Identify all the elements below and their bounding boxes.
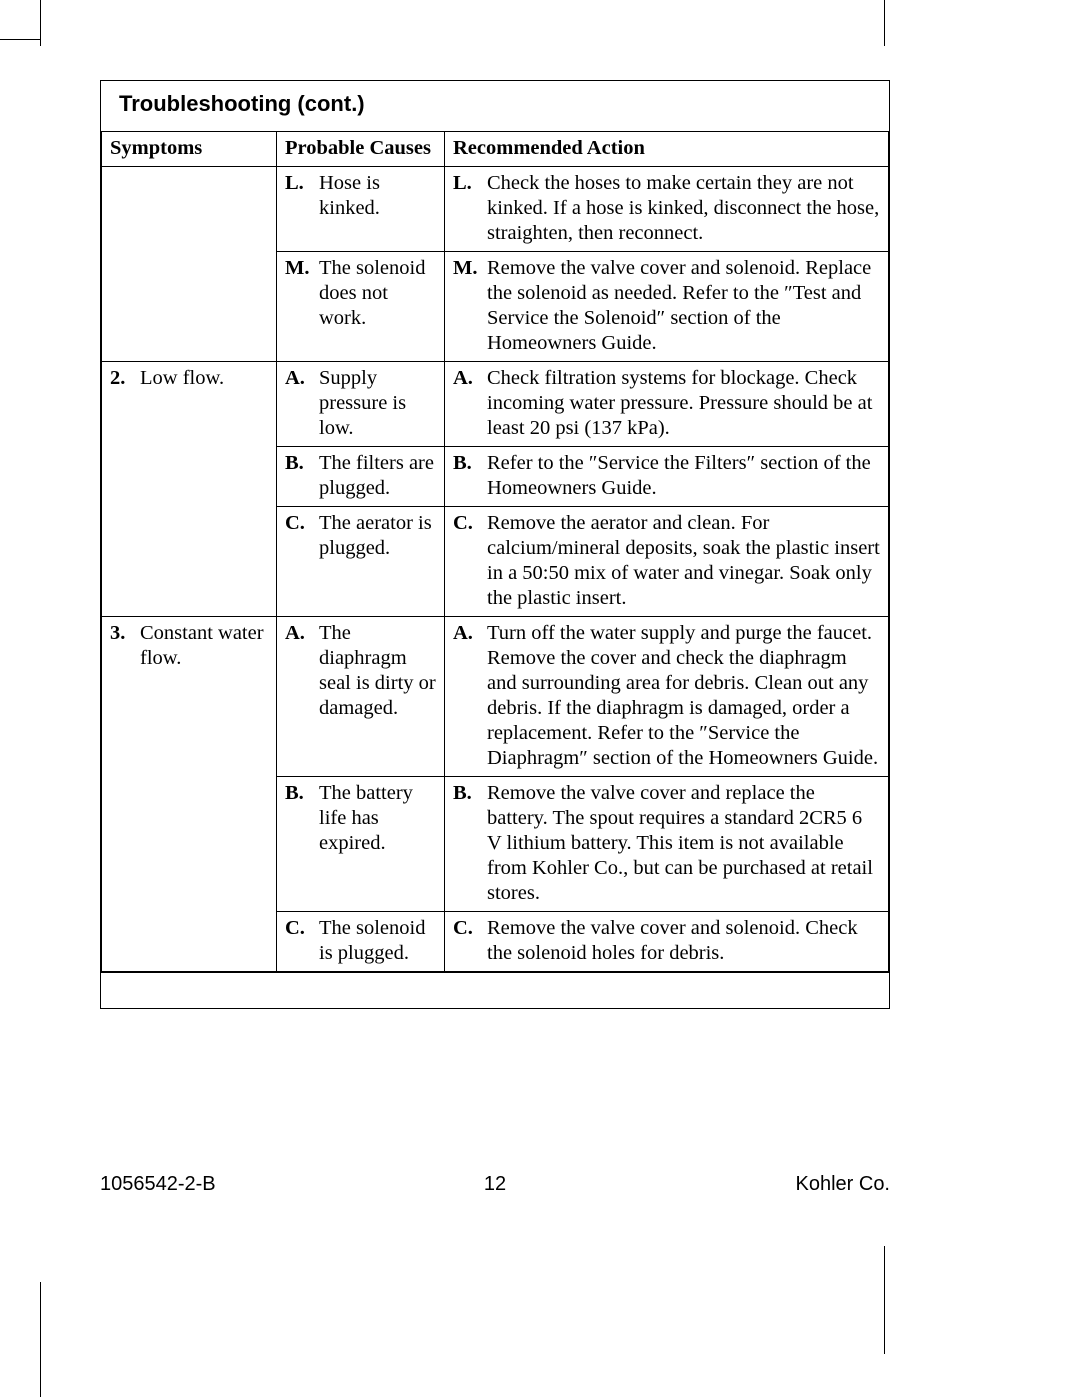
action-cell: C.Remove the valve cover and solenoid. C… [445,912,889,972]
symptom-cell [102,167,277,362]
action-marker: B. [453,781,479,906]
cause-text: Supply pressure is low. [319,366,436,441]
cause-marker: A. [285,366,311,441]
section-title: Troubleshooting (cont.) [101,81,889,131]
cause-text: The solenoid is plugged. [319,916,436,966]
action-marker: M. [453,256,479,356]
cause-marker: L. [285,171,311,221]
crop-mark [40,0,41,46]
cause-marker: M. [285,256,311,331]
action-text: Check filtration systems for blockage. C… [487,366,880,441]
action-cell: L.Check the hoses to make certain they a… [445,167,889,252]
cause-cell: A.Supply pressure is low. [277,362,445,447]
cause-text: The battery life has expired. [319,781,436,856]
table-bottom-spacer [101,972,889,1008]
table-row: L.Hose is kinked.L.Check the hoses to ma… [102,167,889,252]
action-text: Check the hoses to make certain they are… [487,171,880,246]
header-action: Recommended Action [445,132,889,167]
symptom-marker: 3. [110,621,128,671]
cause-marker: C. [285,916,311,966]
symptom-cell: 3.Constant water flow. [102,617,277,972]
cause-text: The solenoid does not work. [319,256,436,331]
action-marker: C. [453,916,479,966]
cause-text: The diaphragm seal is dirty or damaged. [319,621,436,721]
troubleshooting-table: Symptoms Probable Causes Recommended Act… [101,131,889,972]
action-cell: B.Remove the valve cover and replace the… [445,777,889,912]
symptom-marker: 2. [110,366,128,391]
cause-cell: B.The filters are plugged. [277,447,445,507]
page-footer: 1056542-2-B 12 Kohler Co. [100,1173,890,1196]
cause-text: Hose is kinked. [319,171,436,221]
action-text: Remove the valve cover and solenoid. Che… [487,916,880,966]
action-marker: A. [453,621,479,771]
crop-mark [884,1246,885,1354]
action-text: Remove the valve cover and solenoid. Rep… [487,256,880,356]
header-symptoms: Symptoms [102,132,277,167]
action-marker: C. [453,511,479,611]
action-cell: B.Refer to the ″Service the Filters″ sec… [445,447,889,507]
cause-marker: B. [285,781,311,856]
table-row: 2.Low flow.A.Supply pressure is low.A.Ch… [102,362,889,447]
header-causes: Probable Causes [277,132,445,167]
cause-text: The filters are plugged. [319,451,436,501]
cause-text: The aerator is plugged. [319,511,436,561]
symptom-cell: 2. Low flow. [102,362,277,617]
cause-marker: B. [285,451,311,501]
action-marker: L. [453,171,479,246]
symptom-text: Constant water flow. [140,621,268,671]
cause-cell: M.The solenoid does not work. [277,252,445,362]
cause-cell: B.The battery life has expired. [277,777,445,912]
page-frame: Troubleshooting (cont.) Symptoms Probabl… [100,80,890,1009]
crop-mark [0,39,40,40]
action-text: Refer to the ″Service the Filters″ secti… [487,451,880,501]
action-marker: A. [453,366,479,441]
action-text: Turn off the water supply and purge the … [487,621,880,771]
action-cell: A.Turn off the water supply and purge th… [445,617,889,777]
crop-mark [40,1282,41,1397]
cause-cell: A.The diaphragm seal is dirty or damaged… [277,617,445,777]
cause-cell: C.The solenoid is plugged. [277,912,445,972]
action-marker: B. [453,451,479,501]
action-cell: M.Remove the valve cover and solenoid. R… [445,252,889,362]
table-header-row: Symptoms Probable Causes Recommended Act… [102,132,889,167]
table-row: 3.Constant water flow.A.The diaphragm se… [102,617,889,777]
cause-cell: C.The aerator is plugged. [277,507,445,617]
cause-marker: A. [285,621,311,721]
action-cell: C.Remove the aerator and clean. For calc… [445,507,889,617]
symptom-text: Low flow. [140,366,268,391]
cause-marker: C. [285,511,311,561]
footer-page-number: 12 [100,1173,890,1196]
crop-mark [884,0,885,46]
action-cell: A.Check filtration systems for blockage.… [445,362,889,447]
cause-cell: L.Hose is kinked. [277,167,445,252]
action-text: Remove the valve cover and replace the b… [487,781,880,906]
action-text: Remove the aerator and clean. For calciu… [487,511,880,611]
